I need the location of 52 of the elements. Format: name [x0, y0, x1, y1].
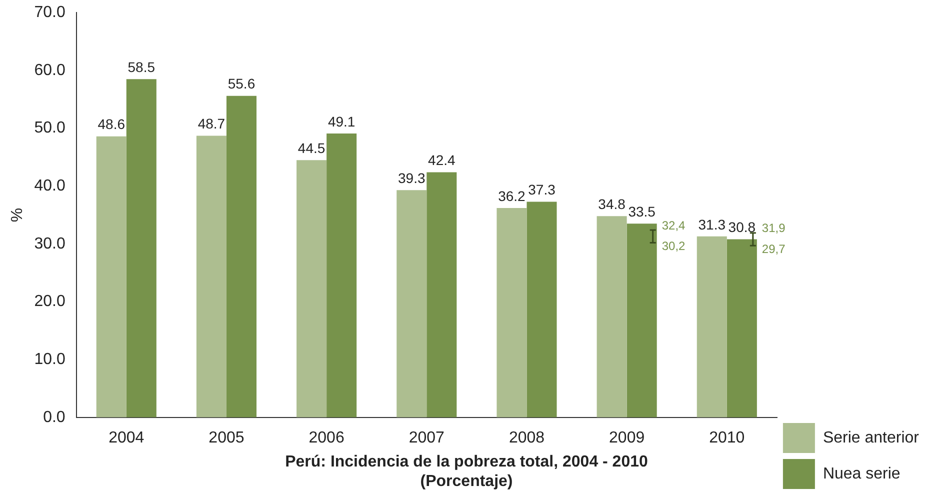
bar	[496, 208, 527, 418]
data-label: 44.5	[298, 140, 326, 156]
data-label: 33.5	[628, 204, 656, 220]
data-label: 42.4	[428, 152, 456, 168]
data-label: 48.6	[98, 116, 126, 132]
legend-label: Serie anterior	[822, 429, 920, 446]
data-label: 58.5	[128, 58, 156, 75]
bar	[596, 216, 627, 418]
x-tick-label: 2010	[709, 429, 745, 446]
x-tick-label: 2004	[108, 429, 144, 446]
y-tick-label: 20.0	[34, 293, 66, 310]
y-axis-title: %	[9, 208, 26, 222]
annotation: 31,9	[762, 221, 786, 236]
data-label: 37.3	[528, 182, 556, 198]
legend-label: Nuea serie	[822, 465, 900, 482]
y-tick-label: 60.0	[34, 62, 66, 79]
bar	[296, 160, 327, 418]
data-label: 36.2	[498, 188, 526, 204]
y-tick-label: 40.0	[34, 177, 66, 194]
data-label: 49.1	[328, 113, 356, 130]
x-tick-label: 2009	[609, 429, 645, 446]
y-tick-label: 50.0	[34, 120, 66, 137]
data-label: 34.8	[598, 196, 626, 212]
y-tick-label: 30.0	[34, 235, 66, 252]
annotation: 32,4	[662, 218, 686, 232]
x-tick-label: 2006	[308, 429, 344, 446]
bar	[626, 224, 657, 418]
bar	[226, 96, 256, 418]
text: (Porcentaje)	[420, 472, 513, 490]
y-tick-label: 10.0	[34, 350, 66, 368]
bar	[396, 190, 427, 418]
bar	[96, 136, 126, 418]
bar	[126, 79, 156, 418]
data-label: 48.7	[198, 116, 226, 132]
text: Perú: Incidencia de la pobreza total, 2004 - 2010	[285, 454, 648, 471]
bar	[426, 172, 457, 418]
bar	[726, 239, 757, 418]
y-tick-label: 70.0	[34, 4, 66, 22]
data-label: 55.6	[228, 76, 256, 92]
data-label: 31.3	[698, 216, 726, 232]
x-tick-label: 2008	[508, 429, 545, 446]
bar	[526, 202, 557, 418]
y-tick-label: 0.0	[43, 408, 66, 426]
bar	[326, 133, 357, 418]
bar	[696, 236, 727, 418]
x-tick-label: 2007	[408, 429, 445, 446]
data-label: 39.3	[398, 170, 426, 186]
bar	[196, 136, 226, 418]
annotation: 30,2	[662, 239, 686, 254]
annotation: 29,7	[762, 242, 786, 256]
data-label: 30.8	[728, 219, 756, 236]
x-tick-label: 2005	[208, 429, 244, 446]
